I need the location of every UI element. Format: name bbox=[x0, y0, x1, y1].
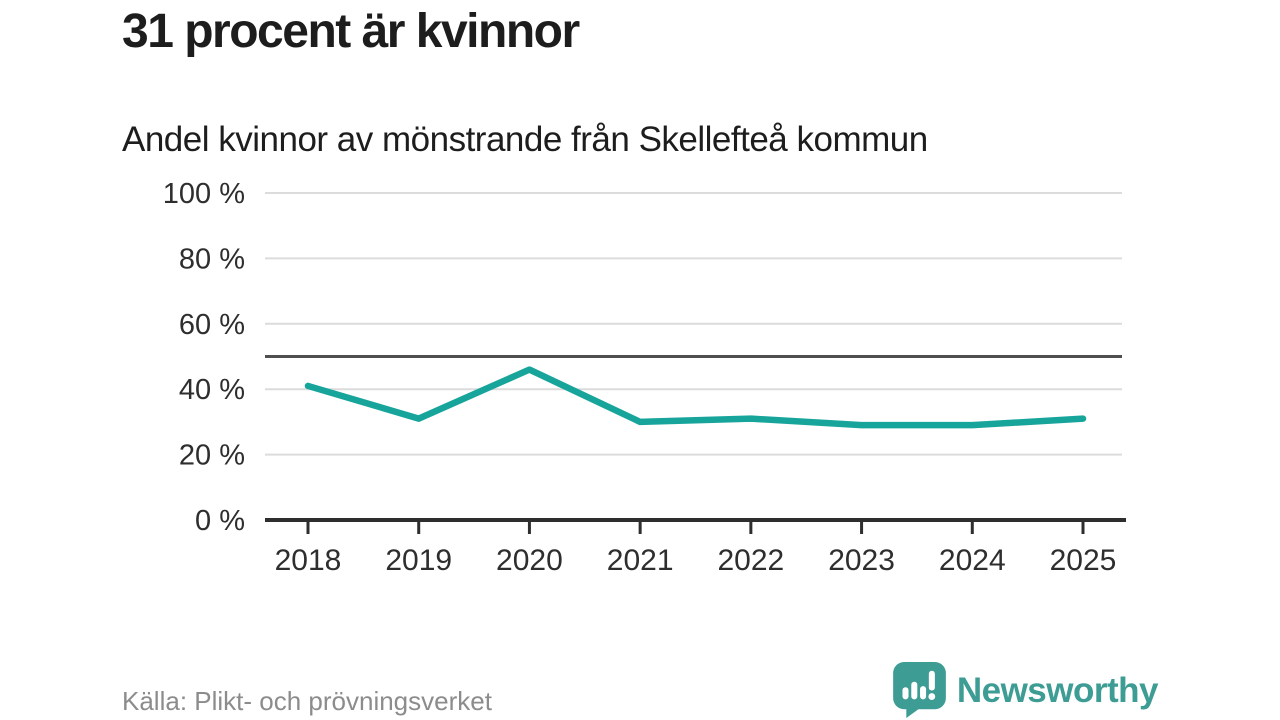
x-tick-label: 2025 bbox=[1050, 544, 1117, 577]
x-tick-label: 2020 bbox=[496, 544, 563, 577]
y-tick-label: 60 % bbox=[179, 309, 245, 341]
newsworthy-logo-icon bbox=[892, 662, 946, 718]
speech-bubble-shape bbox=[892, 662, 946, 718]
data-line bbox=[304, 366, 1087, 429]
newsworthy-logo: Newsworthy bbox=[892, 662, 1159, 718]
chart-subtitle: Andel kvinnor av mönstrande från Skellef… bbox=[122, 120, 928, 159]
x-tick-label: 2023 bbox=[828, 544, 895, 577]
bar-chart-glyph bbox=[902, 670, 936, 700]
y-tick-label: 20 % bbox=[179, 440, 245, 472]
x-tick-label: 2019 bbox=[385, 544, 452, 577]
y-tick-label: 40 % bbox=[179, 374, 245, 406]
x-tick-label: 2018 bbox=[275, 544, 342, 577]
y-tick-label: 100 % bbox=[163, 178, 245, 210]
x-tick-label: 2021 bbox=[607, 544, 674, 577]
y-tick-label: 80 % bbox=[179, 243, 245, 275]
source-note: Källa: Plikt- och prövningsverket bbox=[122, 686, 492, 716]
x-tick-label: 2022 bbox=[717, 544, 784, 577]
chart-title: 31 procent är kvinnor bbox=[122, 5, 580, 58]
x-tick-label: 2024 bbox=[939, 544, 1006, 577]
newsworthy-logo-text: Newsworthy bbox=[956, 670, 1159, 710]
y-tick-label: 0 % bbox=[195, 505, 245, 537]
